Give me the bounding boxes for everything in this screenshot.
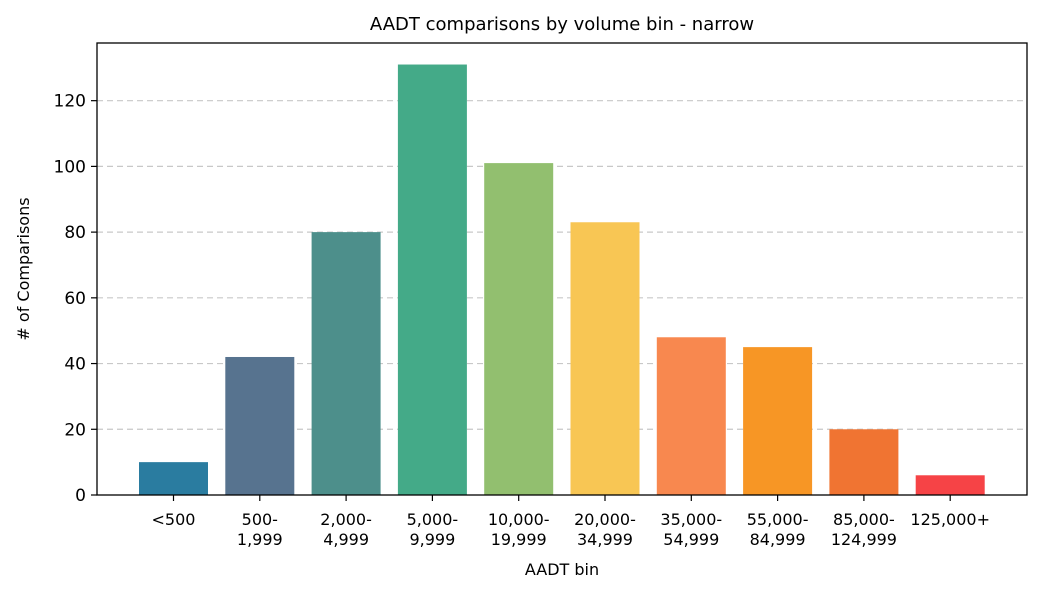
bars xyxy=(139,64,985,496)
x-tick-label: 5,000-9,999 xyxy=(407,510,459,549)
x-tick-label-line: 124,999 xyxy=(831,530,897,549)
x-tick-label-line: 84,999 xyxy=(750,530,806,549)
x-tick-label-line: 54,999 xyxy=(663,530,719,549)
bar xyxy=(570,222,640,495)
bar xyxy=(311,232,381,495)
x-tick-label-line: 19,999 xyxy=(491,530,547,549)
y-tick-label: 100 xyxy=(54,157,86,177)
x-tick-label-line: 35,000- xyxy=(660,510,722,529)
bar xyxy=(397,64,467,496)
x-tick-label: 35,000-54,999 xyxy=(660,510,722,549)
bar xyxy=(656,337,726,495)
bar xyxy=(915,475,985,495)
x-tick-label-line: 125,000+ xyxy=(910,510,990,529)
bar xyxy=(139,462,208,495)
y-tick-label: 60 xyxy=(64,289,86,309)
bar xyxy=(484,163,554,495)
x-tick-label: 125,000+ xyxy=(910,510,990,529)
x-tick-label-line: <500 xyxy=(152,510,196,529)
bar xyxy=(225,356,295,495)
x-tick-label: 85,000-124,999 xyxy=(831,510,897,549)
x-tick-label-line: 85,000- xyxy=(833,510,895,529)
x-axis: <500 500-1,999 2,000-4,999 5,000-9,999 10,00… xyxy=(152,495,990,549)
x-tick-label: 20,000-34,999 xyxy=(574,510,636,549)
x-axis-title: AADT bin xyxy=(525,560,599,579)
x-tick-label-line: 500- xyxy=(242,510,278,529)
x-tick-label-line: 20,000- xyxy=(574,510,636,529)
y-tick-label: 120 xyxy=(54,92,86,112)
x-tick-label-line: 4,999 xyxy=(323,530,369,549)
plot-frame xyxy=(96,42,1028,496)
x-tick-label: 2,000-4,999 xyxy=(320,510,372,549)
y-tick-label: 20 xyxy=(64,420,86,440)
y-tick-label: 80 xyxy=(64,223,86,243)
x-tick-label-line: 2,000- xyxy=(320,510,372,529)
x-tick-label: 10,000-19,999 xyxy=(488,510,550,549)
x-tick-label-line: 34,999 xyxy=(577,530,633,549)
bar xyxy=(743,347,813,495)
x-tick-label-line: 55,000- xyxy=(747,510,809,529)
x-tick-label-line: 5,000- xyxy=(407,510,459,529)
x-tick-label: <500 xyxy=(152,510,196,529)
x-tick-label-line: 1,999 xyxy=(237,530,283,549)
x-tick-label: 500-1,999 xyxy=(237,510,283,549)
x-tick-label: 55,000-84,999 xyxy=(747,510,809,549)
y-tick-label: 0 xyxy=(75,486,86,506)
y-axis-title: # of Comparisons xyxy=(14,197,33,340)
y-axis: 0 20 40 60 80 100 120 xyxy=(54,92,97,506)
chart-title: AADT comparisons by volume bin - narrow xyxy=(370,14,754,35)
x-tick-label-line: 10,000- xyxy=(488,510,550,529)
x-tick-label-line: 9,999 xyxy=(409,530,455,549)
y-tick-label: 40 xyxy=(64,355,86,375)
bar xyxy=(829,429,899,495)
